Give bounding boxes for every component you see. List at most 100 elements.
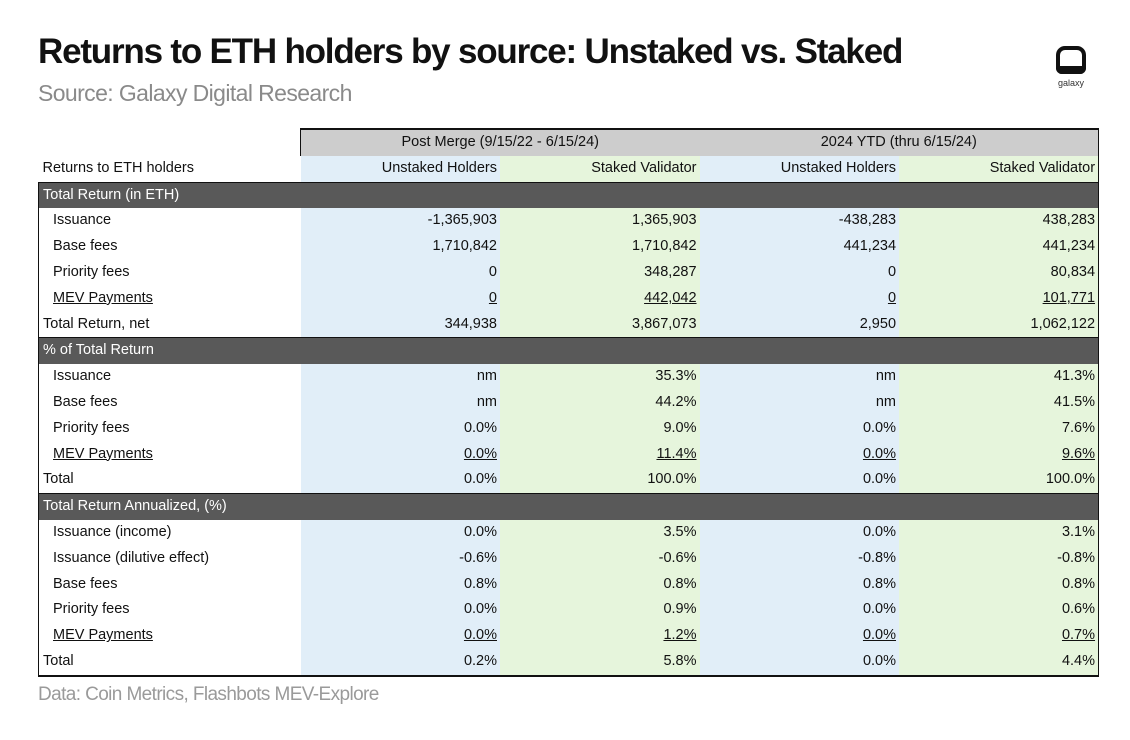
table-cell: 438,283 <box>899 208 1100 235</box>
table-cell: nm <box>300 364 500 390</box>
table-cell: -438,283 <box>699 208 900 235</box>
table-cell: 0.0% <box>699 441 900 468</box>
total-cell: 4.4% <box>899 648 1100 677</box>
cell-value: 0.0% <box>862 445 897 462</box>
total-cell: 0.2% <box>300 648 500 677</box>
total-cell: 0.0% <box>699 648 900 677</box>
table-cell: -0.8% <box>899 545 1100 572</box>
total-row: Total Return, net 344,938 3,867,073 2,950 1,… <box>38 311 1100 338</box>
total-label: Total <box>38 467 301 494</box>
total-row: Total 0.0% 100.0% 0.0% 100.0% <box>38 467 1100 494</box>
total-cell: 5.8% <box>500 648 700 677</box>
table-cell: 441,234 <box>899 234 1100 260</box>
table-cell: 0.8% <box>899 571 1100 598</box>
table-cell: 0.0% <box>699 597 900 624</box>
table-cell: 0.8% <box>300 571 500 598</box>
table-cell: 0.0% <box>300 597 500 624</box>
cell-value: 0 <box>488 289 497 306</box>
row-label: Issuance <box>38 208 301 235</box>
table-cell: 0.0% <box>300 441 500 468</box>
row-label: Base fees <box>38 571 301 598</box>
section-header-row: Total Return (in ETH) <box>37 181 1100 209</box>
table-cell: 11.4% <box>500 441 700 468</box>
table-cell: 0.0% <box>699 415 900 442</box>
row-label: Issuance (dilutive effect) <box>38 545 301 572</box>
cell-value: 0.0% <box>862 627 897 644</box>
row-label-text: MEV Payments <box>53 289 153 306</box>
returns-table: Post Merge (9/15/22 - 6/15/24) 2024 YTD (… <box>37 128 1100 677</box>
table-cell: 1,710,842 <box>300 234 500 260</box>
cell-value: 0 <box>887 289 897 306</box>
table-row: Issuance -1,365,903 1,365,903 -438,283 438,2… <box>38 208 1100 235</box>
table-cell: -0.8% <box>699 545 900 572</box>
table-row: Priority fees 0 348,287 0 80,834 <box>38 259 1100 286</box>
total-row: Total 0.2% 5.8% 0.0% 4.4% <box>38 648 1100 677</box>
total-cell: 1,062,122 <box>899 311 1100 338</box>
total-cell: 2,950 <box>699 311 900 338</box>
table-cell: 441,234 <box>699 234 900 260</box>
table-cell: 0.8% <box>699 571 900 598</box>
total-label: Total <box>38 648 301 677</box>
table-cell: 348,287 <box>500 259 700 286</box>
total-cell: 100.0% <box>500 467 700 494</box>
table-cell: -0.6% <box>500 545 700 572</box>
total-cell: 3,867,073 <box>500 311 700 338</box>
table-cell: 0.7% <box>899 623 1100 649</box>
table-cell: 0.0% <box>300 415 500 442</box>
table-cell: 0 <box>300 259 500 286</box>
column-header-row: Returns to ETH holders Unstaked Holders St… <box>38 155 1100 183</box>
table-row: Base fees 0.8% 0.8% 0.8% 0.8% <box>38 571 1100 598</box>
table-cell: 9.6% <box>899 441 1100 468</box>
table-cell: 7.6% <box>899 415 1100 442</box>
section-header-row: % of Total Return <box>37 337 1100 365</box>
table-row: Priority fees 0.0% 0.9% 0.0% 0.6% <box>38 597 1100 624</box>
total-cell: 344,938 <box>300 311 500 338</box>
table-cell: 0 <box>300 285 500 312</box>
table-cell: 0 <box>699 259 900 286</box>
cell-value: 0.0% <box>463 445 497 462</box>
row-label: Priority fees <box>38 259 301 286</box>
row-label-text: MEV Payments <box>53 627 153 644</box>
table-cell: 442,042 <box>500 285 700 312</box>
table-row: Issuance (dilutive effect) -0.6% -0.6% -0.8… <box>38 545 1100 572</box>
row-label-text: MEV Payments <box>53 445 153 462</box>
column-header: Staked Validator <box>500 155 700 183</box>
total-label: Total Return, net <box>38 311 301 338</box>
row-label: Base fees <box>38 234 301 260</box>
row-label: MEV Payments <box>38 285 301 312</box>
section-header-row: Total Return Annualized, (%) <box>37 493 1100 520</box>
table-cell: 80,834 <box>899 259 1100 286</box>
table-row: Base fees 1,710,842 1,710,842 441,234 441,23… <box>38 234 1100 260</box>
row-label: Priority fees <box>38 597 301 624</box>
cell-value: 101,771 <box>1042 289 1096 306</box>
column-header: Staked Validator <box>899 155 1100 183</box>
table-cell: 1,365,903 <box>500 208 700 235</box>
table-cell: -0.6% <box>300 545 500 572</box>
row-label: MEV Payments <box>38 623 301 649</box>
table-cell: 41.3% <box>899 364 1100 390</box>
table-row: MEV Payments 0.0% 11.4% 0.0% 9.6% <box>38 441 1100 468</box>
galaxy-logo-text: galaxy <box>1057 78 1084 88</box>
table-cell: 3.1% <box>899 519 1100 546</box>
table-cell: 0.0% <box>300 623 500 649</box>
data-source-note: Data: Coin Metrics, Flashbots MEV-Explor… <box>38 684 379 705</box>
table-cell: 3.5% <box>500 519 700 546</box>
table-cell: 101,771 <box>899 285 1100 312</box>
group-header-blank <box>39 129 301 156</box>
row-header-label: Returns to ETH holders <box>38 155 301 183</box>
table-row: Base fees nm 44.2% nm 41.5% <box>38 389 1100 416</box>
group-header-row: Post Merge (9/15/22 - 6/15/24) 2024 YTD (… <box>39 128 1100 156</box>
table-cell: nm <box>300 389 500 416</box>
table-cell: nm <box>699 364 900 390</box>
total-cell: 100.0% <box>899 467 1100 494</box>
table-cell: 44.2% <box>500 389 700 416</box>
page-title: Returns to ETH holders by source: Unstak… <box>38 32 903 71</box>
table-cell: 41.5% <box>899 389 1100 416</box>
cell-value: 1.2% <box>663 627 697 644</box>
table-cell: 0.0% <box>699 623 900 649</box>
row-label: Base fees <box>38 389 301 416</box>
table-cell: nm <box>699 389 900 416</box>
group-header: Post Merge (9/15/22 - 6/15/24) <box>299 128 700 156</box>
table-cell: 1,710,842 <box>500 234 700 260</box>
total-cell: 0.0% <box>300 467 500 494</box>
